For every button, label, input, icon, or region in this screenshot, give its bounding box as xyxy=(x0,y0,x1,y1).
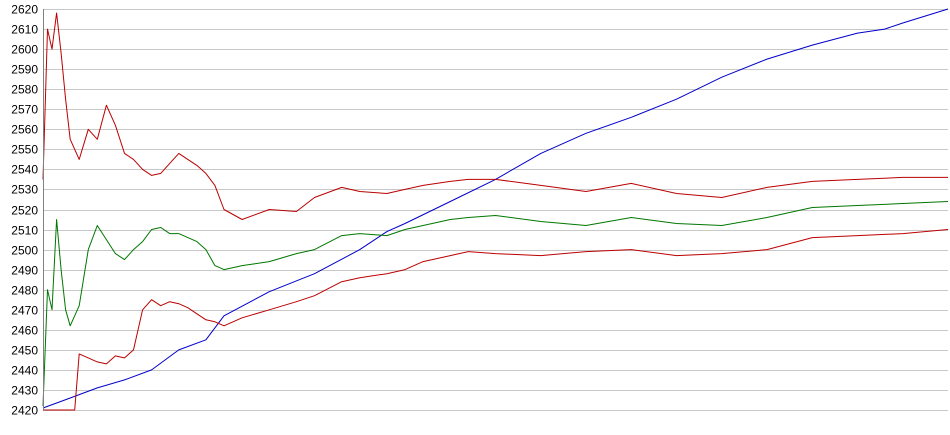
y-tick-label: 2490 xyxy=(11,264,38,278)
y-tick-label: 2600 xyxy=(11,43,38,57)
y-tick-label: 2420 xyxy=(11,404,38,418)
y-tick-label: 2470 xyxy=(11,304,38,318)
y-tick-label: 2510 xyxy=(11,224,38,238)
y-tick-label: 2440 xyxy=(11,364,38,378)
y-tick-label: 2550 xyxy=(11,143,38,157)
y-tick-label: 2530 xyxy=(11,183,38,197)
series-line-3 xyxy=(42,201,949,407)
series-line-1 xyxy=(42,8,949,409)
series-line-4 xyxy=(43,229,949,411)
y-tick-label: 2620 xyxy=(11,3,38,17)
y-tick-label: 2460 xyxy=(11,324,38,338)
y-tick-label: 2430 xyxy=(11,384,38,398)
y-tick-label: 2570 xyxy=(11,103,38,117)
y-tick-label: 2590 xyxy=(11,63,38,77)
series-lines xyxy=(42,8,949,411)
series-line-2 xyxy=(42,12,948,220)
y-tick-label: 2610 xyxy=(11,23,38,37)
y-tick-label: 2450 xyxy=(11,344,38,358)
y-tick-label: 2540 xyxy=(11,163,38,177)
y-tick-label: 2480 xyxy=(11,284,38,298)
y-tick-label: 2580 xyxy=(11,83,38,97)
y-tick-label: 2560 xyxy=(11,123,38,137)
y-axis-tick-labels: 2620 2610 2600 2590 2580 2570 2560 2550 2540 2530… xyxy=(11,3,38,418)
y-tick-label: 2520 xyxy=(11,204,38,218)
y-tick-label: 2500 xyxy=(11,244,38,258)
grid-lines xyxy=(43,9,948,411)
